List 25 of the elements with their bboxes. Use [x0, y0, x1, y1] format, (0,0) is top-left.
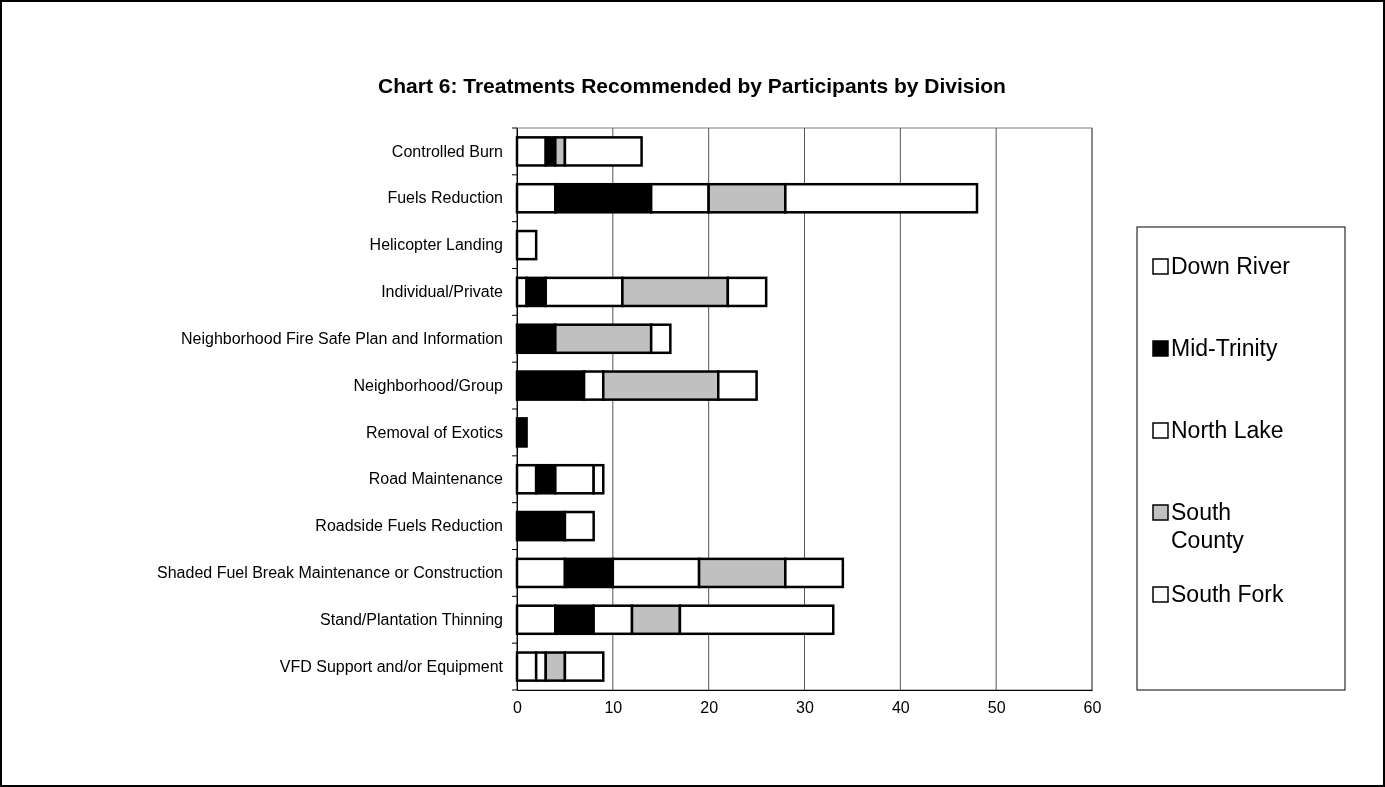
y-tick-label: Roadside Fuels Reduction [315, 517, 503, 535]
y-tick-label: Controlled Burn [391, 142, 503, 160]
legend-label: North Lake [1171, 417, 1284, 443]
y-tick-label: Neighborhood/Group [353, 376, 504, 394]
legend-label: Mid-Trinity [1171, 335, 1278, 361]
legend-label: South County [1171, 499, 1245, 553]
y-tick-label: VFD Support and/or Equipment [279, 657, 504, 675]
x-tick-label: 30 [796, 699, 814, 717]
x-tick-label: 20 [700, 699, 719, 717]
y-tick-label: Road Maintenance [368, 470, 504, 488]
y-tick-label: Shaded Fuel Break Maintenance or Construction [157, 564, 503, 582]
x-tick-label: 40 [891, 699, 910, 717]
y-tick-label: Fuels Reduction [387, 189, 503, 207]
x-tick-label: 50 [987, 699, 1006, 717]
y-tick-label: Individual/Private [381, 283, 504, 301]
legend-label: South Fork [1171, 581, 1284, 607]
y-tick-label: Helicopter Landing [369, 236, 503, 254]
y-tick-label: Neighborhood Fire Safe Plan and Information [181, 329, 503, 347]
y-tick-label: Removal of Exotics [366, 423, 503, 441]
chart-title: Chart 6: Treatments Recommended by Participants by Division [378, 74, 1006, 97]
x-tick-label: 0 [513, 699, 523, 717]
x-tick-label: 60 [1083, 699, 1102, 717]
y-tick-label: Stand/Plantation Thinning [320, 610, 503, 628]
legend-label: Down River [1171, 253, 1291, 279]
x-tick-label: 10 [604, 699, 623, 717]
